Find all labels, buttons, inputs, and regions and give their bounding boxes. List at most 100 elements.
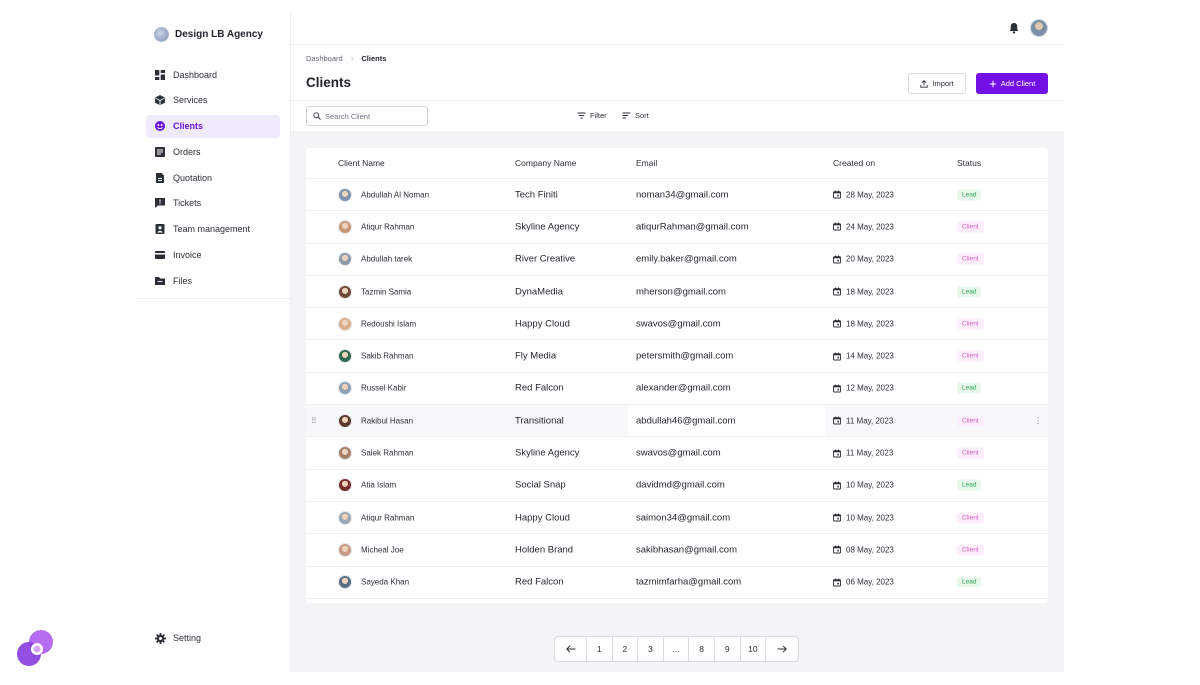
avatar: [338, 219, 352, 234]
page-title: Clients: [306, 75, 352, 90]
prev-page-button[interactable]: [555, 637, 587, 661]
page-ellipsis: ...: [664, 637, 690, 661]
calendar-icon: [833, 513, 841, 522]
client-name: Redoushi Islam: [361, 319, 417, 329]
team-icon: [155, 224, 165, 235]
column-email[interactable]: Email: [636, 158, 658, 168]
avatar: [338, 413, 352, 428]
created-date: 14 May, 2023: [846, 351, 894, 361]
page-button[interactable]: 10: [741, 637, 767, 661]
sidebar-item-invoice[interactable]: Invoice: [146, 244, 280, 267]
page-button[interactable]: 2: [613, 637, 639, 661]
client-email: mherson@gmail.com: [636, 286, 726, 298]
brand-logo-icon: [154, 27, 169, 42]
table-row[interactable]: Abdullah Al Noman Tech Finiti noman34@gmai…: [306, 179, 1048, 212]
search-input[interactable]: [325, 111, 425, 121]
table-row[interactable]: Redoushi Islam Happy Cloud swavos@gmail.co…: [306, 308, 1048, 341]
client-email: abdullah46@gmail.com: [636, 415, 736, 427]
calendar-icon: [833, 352, 841, 361]
created-date: 10 May, 2023: [846, 480, 894, 490]
client-email: emily.baker@gmail.com: [636, 253, 737, 265]
column-status[interactable]: Status: [957, 158, 982, 168]
search-box[interactable]: [306, 106, 428, 126]
status-badge: Client: [957, 415, 984, 427]
client-email: swavos@gmail.com: [636, 447, 721, 459]
column-client-name[interactable]: Client Name: [338, 158, 385, 168]
table-row[interactable]: ⠿ ⋮ Rakibul Hasan Transitional abdullah46@gm…: [306, 405, 1048, 438]
table-row[interactable]: Atia Islam Social Snap davidmd@gmail.com 10…: [306, 470, 1048, 502]
table-row[interactable]: Tazmin Samia DynaMedia mherson@gmail.com 18…: [306, 276, 1048, 309]
breadcrumb-dashboard[interactable]: Dashboard: [306, 54, 343, 63]
gear-icon: [155, 633, 166, 644]
user-avatar[interactable]: [1030, 19, 1048, 37]
page-button[interactable]: 3: [638, 637, 664, 661]
sort-icon: [622, 112, 631, 119]
ticket-icon: [155, 198, 165, 209]
floating-logo-icon[interactable]: [15, 628, 57, 668]
filter-button[interactable]: Filter: [577, 111, 607, 120]
sidebar-item-team-management[interactable]: Team management: [146, 218, 280, 241]
next-page-button[interactable]: [766, 637, 798, 661]
calendar-icon: [833, 190, 841, 199]
import-button[interactable]: Import: [908, 73, 966, 94]
orders-icon: [155, 146, 165, 157]
table-row[interactable]: Atiqur Rahman Happy Cloud saimon34@gmail.c…: [306, 502, 1048, 535]
sidebar-item-setting[interactable]: Setting: [155, 633, 201, 644]
created-on: 14 May, 2023: [833, 352, 894, 361]
table-row[interactable]: Sakib Rahman Fly Media petersmith@gmail.co…: [306, 341, 1048, 373]
client-email: noman34@gmail.com: [636, 189, 729, 201]
sidebar-item-services[interactable]: Services: [146, 89, 280, 112]
sidebar-item-orders[interactable]: Orders: [146, 140, 280, 163]
status-badge: Lead: [957, 189, 982, 201]
sidebar-item-quotation[interactable]: Quotation: [146, 166, 280, 189]
created-on: 08 May, 2023: [833, 545, 894, 554]
calendar-icon: [833, 255, 841, 264]
sidebar-item-files[interactable]: Files: [146, 269, 280, 292]
brand-name: Design LB Agency: [175, 29, 263, 40]
sidebar-item-label: Dashboard: [173, 69, 218, 80]
calendar-icon: [833, 319, 841, 328]
calendar-icon: [833, 416, 841, 425]
company-name: Fly Media: [515, 350, 557, 362]
status-badge: Client: [957, 350, 984, 362]
bell-icon[interactable]: [1008, 22, 1020, 34]
column-created-on[interactable]: Created on: [833, 158, 876, 168]
sort-button[interactable]: Sort: [622, 111, 649, 120]
sort-label: Sort: [635, 111, 649, 120]
client-email: atiqurRahman@gmail.com: [636, 221, 749, 233]
status-badge: Lead: [957, 576, 982, 588]
sidebar-item-dashboard[interactable]: Dashboard: [146, 63, 280, 86]
brand[interactable]: Design LB Agency: [154, 27, 263, 42]
more-options-icon[interactable]: ⋮: [1034, 416, 1042, 426]
page-button[interactable]: 9: [715, 637, 741, 661]
sidebar-item-clients[interactable]: Clients: [146, 114, 280, 138]
company-name: River Creative: [515, 253, 576, 265]
page-button[interactable]: 1: [587, 637, 613, 661]
column-company-name[interactable]: Company Name: [515, 158, 577, 168]
import-label: Import: [932, 79, 954, 88]
clients-table: Client Name Company Name Email Created o…: [306, 148, 1048, 603]
table-row[interactable]: Atiqur Rahman Skyline Agency atiqurRahman@…: [306, 211, 1048, 244]
table-row[interactable]: Abdullah tarek River Creative emily.baker@…: [306, 244, 1048, 276]
page-button[interactable]: 8: [689, 637, 715, 661]
client-name: Sakib Rahman: [361, 351, 414, 361]
sidebar-item-tickets[interactable]: Tickets: [146, 192, 280, 215]
arrow-left-icon: [565, 645, 576, 653]
arrow-right-icon: [777, 645, 788, 653]
created-date: 06 May, 2023: [846, 577, 894, 587]
table-row[interactable]: Salek Rahman Skyline Agency swavos@gmail.c…: [306, 437, 1048, 470]
created-date: 12 May, 2023: [846, 383, 894, 393]
pagination: 1 2 3 ... 8 9 10: [554, 636, 800, 662]
table-row[interactable]: Russel Kabir Red Falcon alexander@gmail.co…: [306, 373, 1048, 406]
sidebar-border: [290, 13, 291, 672]
sidebar-item-label: Services: [173, 95, 208, 106]
table-row[interactable]: Micheal Joe Holden Brand sakibhasan@gmail.…: [306, 534, 1048, 567]
company-name: Tech Finiti: [515, 189, 558, 201]
drag-handle-icon[interactable]: ⠿: [311, 416, 317, 426]
status-badge: Client: [957, 544, 984, 556]
client-name: Abdullah Al Noman: [361, 190, 430, 200]
table-row[interactable]: Sayeda Khan Red Falcon tazmimfarha@gmail.c…: [306, 567, 1048, 599]
client-name: Tazmin Samia: [361, 287, 412, 297]
content-area: Client Name Company Name Email Created o…: [291, 131, 1064, 672]
add-client-button[interactable]: Add Client: [976, 73, 1048, 94]
